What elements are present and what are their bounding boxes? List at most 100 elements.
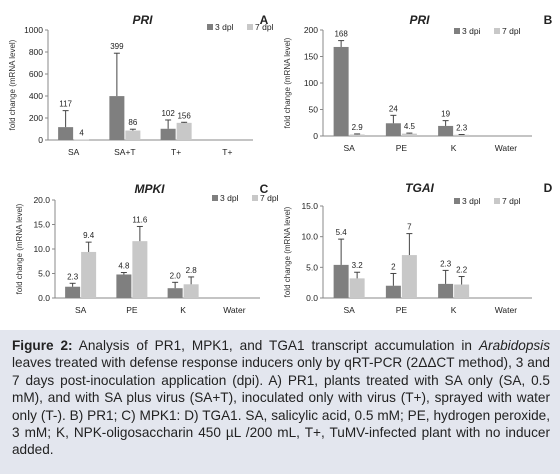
data-label: 5.4 [336, 228, 348, 237]
x-tick-label: K [180, 305, 186, 315]
x-tick-label: SA+T [114, 147, 136, 157]
data-label: 4.5 [404, 122, 416, 131]
data-label: 11.6 [132, 215, 148, 224]
legend-label: 7 dpl [260, 193, 279, 203]
caption-text-2: leaves treated with defense response ind… [12, 355, 550, 458]
legend-label: 3 dpl [220, 193, 239, 203]
x-tick-label: Water [495, 305, 518, 315]
data-label: 9.4 [83, 231, 95, 240]
y-tick-label: 0 [38, 135, 43, 145]
x-tick-label: K [451, 143, 457, 153]
data-label: 2 [391, 262, 396, 271]
x-tick-label: PE [126, 305, 138, 315]
bar-3dpl [385, 285, 401, 298]
y-tick-label: 1000 [24, 25, 43, 35]
x-tick-label: T+ [222, 147, 232, 157]
bar-7dpl [74, 139, 90, 141]
x-tick-label: T+ [171, 147, 181, 157]
legend-swatch [454, 28, 460, 34]
caption-label: Figure 2: [12, 338, 73, 353]
bar-3dpl [167, 288, 183, 298]
data-label: 2.0 [170, 271, 182, 280]
data-label: 2.3 [440, 259, 452, 268]
bar-7dpl [125, 130, 141, 140]
legend-swatch [454, 198, 460, 204]
bar-3dpl [160, 128, 176, 140]
y-tick-label: 0 [313, 131, 318, 141]
y-axis-label: fold change (mRNA level) [283, 206, 292, 297]
chart-title: TGAI [405, 181, 434, 195]
data-label: 19 [441, 110, 450, 119]
bar-3dpl [109, 96, 125, 140]
bar-3dpl [385, 123, 401, 136]
y-axis-label: fold change (mRNA level) [15, 203, 24, 294]
y-tick-label: 20.0 [33, 195, 50, 205]
data-label: 4.8 [118, 262, 130, 271]
x-tick-label: SA [68, 147, 80, 157]
bar-7dpl [132, 241, 148, 298]
y-tick-label: 5.0 [306, 262, 318, 272]
panel-letter: A [260, 13, 269, 27]
bar-7dpl [349, 134, 365, 136]
y-tick-label: 800 [29, 47, 43, 57]
x-tick-label: PE [396, 305, 408, 315]
data-label: 2.2 [456, 266, 468, 275]
data-label: 399 [110, 42, 124, 51]
y-tick-label: 600 [29, 69, 43, 79]
bar-7dpl [183, 284, 199, 298]
legend-swatch [247, 24, 253, 30]
panel-letter: D [544, 181, 553, 195]
bar-3dpl [333, 264, 349, 298]
legend-swatch [494, 28, 500, 34]
y-tick-label: 15.0 [33, 220, 50, 230]
bar-3dpl [438, 283, 454, 298]
x-tick-label: Water [495, 143, 518, 153]
chart-title: PRI [132, 13, 153, 27]
legend-label: 3 dpl [215, 22, 234, 32]
legend-label: 7 dpl [255, 22, 274, 32]
data-label: 2.3 [456, 124, 468, 133]
y-tick-label: 400 [29, 91, 43, 101]
x-tick-label: SA [75, 305, 87, 315]
y-axis-label: fold change (mRNA level) [283, 37, 292, 128]
bar-3dpl [438, 125, 454, 136]
bar-7dpl [176, 122, 192, 140]
x-tick-label: K [451, 305, 457, 315]
data-label: 4 [79, 129, 84, 138]
y-tick-label: 15.0 [301, 201, 318, 211]
data-label: 3.2 [352, 261, 364, 270]
y-tick-label: 150 [304, 52, 318, 62]
legend-swatch [207, 24, 213, 30]
legend-label: 3 dpl [462, 196, 481, 206]
data-label: 156 [177, 111, 191, 120]
legend-label: 7 dpl [502, 196, 521, 206]
data-label: 24 [389, 104, 398, 113]
x-tick-label: Water [223, 305, 246, 315]
x-tick-label: SA [343, 143, 355, 153]
bar-3dpl [333, 46, 349, 136]
y-tick-label: 0.0 [38, 293, 50, 303]
y-tick-label: 0.0 [306, 293, 318, 303]
y-tick-label: 100 [304, 78, 318, 88]
legend-swatch [212, 195, 218, 201]
data-label: 168 [334, 30, 348, 39]
bar-7dpl [401, 133, 417, 136]
caption-species: Arabidopsis [478, 338, 550, 353]
legend-swatch [252, 195, 258, 201]
bar-3dpl [116, 274, 132, 298]
x-tick-label: SA [343, 305, 355, 315]
data-label: 86 [128, 118, 137, 127]
chart-title: MPKI [135, 182, 166, 196]
y-axis-label: fold change (mRNA level) [8, 39, 17, 130]
chart-title: PRI [409, 13, 430, 27]
y-tick-label: 5.0 [38, 269, 50, 279]
bar-3dpl [58, 127, 74, 140]
legend-label: 3 dpi [462, 26, 481, 36]
y-tick-label: 50 [309, 105, 319, 115]
